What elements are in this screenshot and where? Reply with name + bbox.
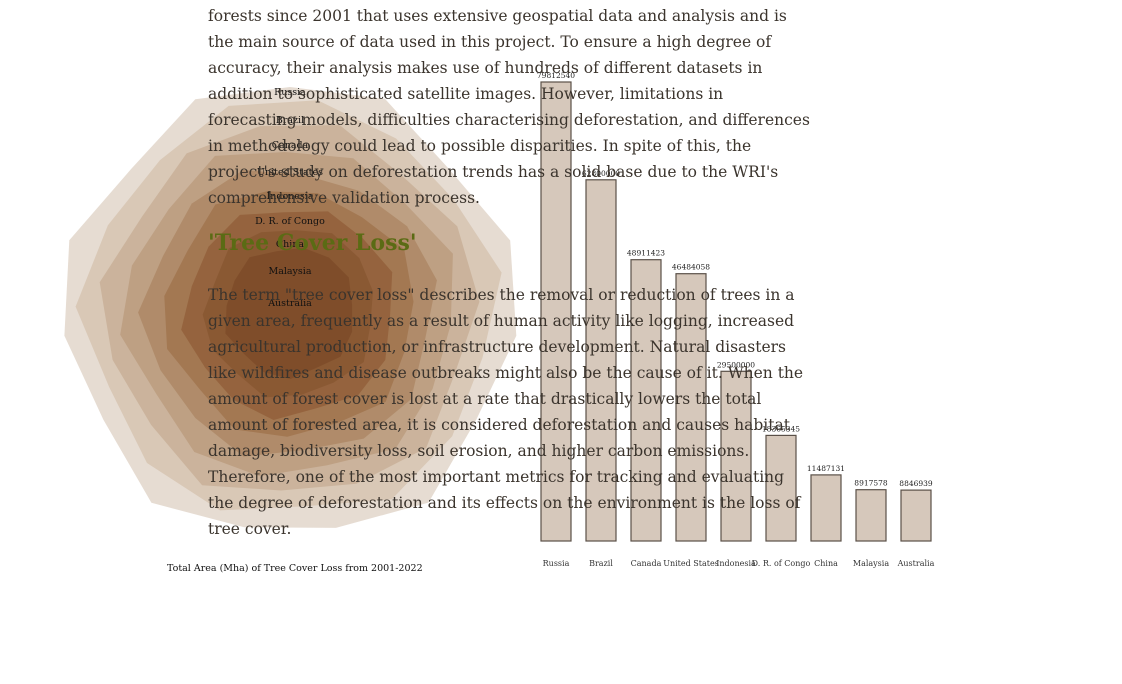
bar-value-label: 11487131: [807, 464, 845, 473]
intro-paragraph: forests since 2001 that uses extensive g…: [208, 7, 810, 207]
radial-label: Indonesia: [267, 191, 314, 202]
radial-chart-title: Total Area (Mha) of Tree Cover Loss from…: [167, 563, 423, 574]
bar: [765, 434, 797, 542]
bar-category-label: China: [814, 559, 838, 568]
radial-label: Australia: [267, 298, 312, 309]
bar-category-label: Malaysia: [853, 559, 889, 568]
bar-category-label: Indonesia: [716, 559, 756, 568]
radial-label: Brazil: [276, 115, 304, 126]
bar-value-label: 48911423: [627, 249, 665, 258]
bar-category-label: D. R. of Congo: [752, 559, 811, 568]
bar-value-label: 62800000: [582, 169, 620, 178]
bar: [540, 81, 572, 542]
bar-value-label: 79812540: [537, 71, 575, 80]
bar-value-label: 8846939: [899, 479, 933, 488]
radial-label: China: [276, 239, 305, 250]
radial-label: D. R. of Congo: [255, 216, 325, 227]
bar-value-label: 46484058: [672, 263, 710, 272]
bar-category-label: Brazil: [589, 559, 613, 568]
section-heading: 'Tree Cover Loss': [208, 230, 417, 256]
definition-paragraph: The term "tree cover loss" describes the…: [208, 286, 804, 538]
bar: [720, 370, 752, 542]
bar: [630, 259, 662, 542]
bar-category-label: Russia: [543, 559, 570, 568]
radial-label: Canada: [272, 140, 309, 151]
bar: [585, 179, 617, 542]
bar: [810, 474, 842, 542]
radial-ring: [225, 247, 353, 379]
radial-label: Malaysia: [268, 266, 311, 277]
bar-value-label: 29500000: [717, 360, 755, 369]
bar: [855, 489, 887, 542]
bar-value-label: 18365345: [762, 424, 800, 433]
bar: [900, 489, 932, 542]
article-body: forests since 2001 that uses extensive g…: [208, 3, 813, 542]
bar-value-label: 8917578: [854, 479, 888, 488]
bar-chart: 79812540 Russia 62800000 Brazil 48911423 Cana…: [537, 71, 935, 568]
bar-category-label: Australia: [897, 559, 935, 568]
radial-label: Russia: [274, 87, 306, 98]
bar-category-label: Canada: [631, 559, 662, 568]
bar: [675, 273, 707, 542]
radial-label: United States: [257, 167, 323, 178]
radial-chart: Russia Brazil Canada United States Indonesia…: [64, 87, 517, 528]
bar-category-label: United States: [663, 559, 719, 568]
